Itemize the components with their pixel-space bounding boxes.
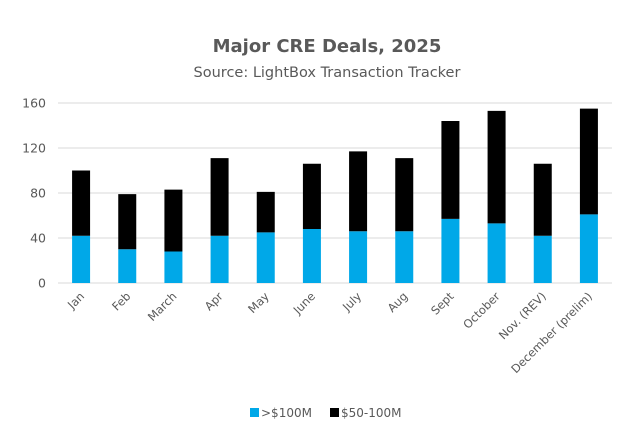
bar-nov-rev-over-100m xyxy=(533,235,552,283)
bar-july-50-100m xyxy=(349,151,368,232)
x-tick-label: May xyxy=(245,289,272,316)
bar-june-50-100m xyxy=(302,163,321,229)
y-tick-label: 160 xyxy=(22,96,46,111)
bar-march-over-100m xyxy=(164,251,183,283)
bar-jan-50-100m xyxy=(72,170,91,236)
y-tick-label: 80 xyxy=(30,186,46,201)
x-tick-label: June xyxy=(290,289,318,317)
y-tick-label: 120 xyxy=(22,141,46,156)
bar-jan-over-100m xyxy=(72,235,91,283)
x-tick-label: Apr xyxy=(202,289,226,313)
bar-aug-over-100m xyxy=(395,231,414,283)
bar-sept-over-100m xyxy=(441,218,460,283)
gridlines xyxy=(58,102,612,284)
legend-swatch-over-100m xyxy=(250,408,259,417)
y-tick-label: 40 xyxy=(30,231,46,246)
x-tick-label: Feb xyxy=(109,289,133,313)
bar-june-over-100m xyxy=(302,229,321,283)
bar-aug-50-100m xyxy=(395,158,414,232)
bar-march-50-100m xyxy=(164,189,183,252)
bar-december-prelim-over-100m xyxy=(579,214,598,283)
legend-label-50-100m: $50-100M xyxy=(341,406,402,420)
legend: >$100M $50-100M xyxy=(250,406,402,420)
bar-feb-over-100m xyxy=(118,249,137,283)
chart-subtitle: Source: LightBox Transaction Tracker xyxy=(194,65,461,81)
bar-may-over-100m xyxy=(256,232,275,283)
x-tick-label: Sept xyxy=(428,289,457,318)
y-tick-label: 0 xyxy=(38,276,46,291)
legend-label-over-100m: >$100M xyxy=(261,406,312,420)
bar-apr-over-100m xyxy=(210,235,229,283)
bar-may-50-100m xyxy=(256,191,275,233)
bar-october-over-100m xyxy=(487,223,506,283)
bar-feb-50-100m xyxy=(118,194,137,250)
x-tick-label: Jan xyxy=(64,289,87,312)
legend-swatch-50-100m xyxy=(330,408,339,417)
bar-apr-50-100m xyxy=(210,158,229,236)
x-tick-label: July xyxy=(339,289,364,314)
x-tick-label: March xyxy=(145,289,180,324)
y-axis-ticks: 0 40 80 120 160 xyxy=(22,96,46,291)
x-tick-label: Aug xyxy=(385,289,411,315)
bar-sept-50-100m xyxy=(441,121,460,219)
bar-nov-rev-50-100m xyxy=(533,163,552,236)
chart-title: Major CRE Deals, 2025 xyxy=(213,36,442,57)
x-axis-ticks: Jan Feb March Apr May June July Aug Sept OctoberN… xyxy=(64,289,595,376)
bar-october-50-100m xyxy=(487,110,506,224)
bars xyxy=(72,108,598,283)
bar-december-prelim-50-100m xyxy=(579,108,598,215)
bar-july-over-100m xyxy=(349,231,368,283)
x-tick-label: October xyxy=(460,289,503,332)
x-tick-label: December (prelim) xyxy=(508,289,595,376)
